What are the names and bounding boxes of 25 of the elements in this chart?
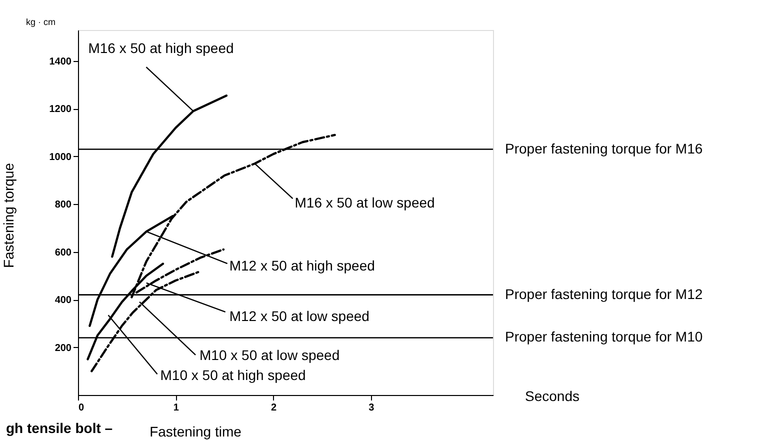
x-tick-label: 3	[368, 402, 375, 414]
ref-line-label: Proper fastening torque for M12	[505, 286, 703, 302]
y-tick-label: 600	[54, 247, 72, 258]
annotation: M16 x 50 at low speed	[294, 194, 435, 211]
x-tick-label: 0	[78, 402, 84, 414]
annotation: M16 x 50 at high speed	[88, 40, 234, 56]
annotation: M12 x 50 at high speed	[229, 258, 375, 274]
text: kg · cm	[26, 17, 56, 27]
y-tick-label: 1000	[49, 152, 72, 163]
annotation: M12 x 50 at low speed	[229, 308, 370, 324]
y-tick-label: 400	[54, 295, 72, 306]
y-tick-label: 200	[54, 342, 72, 354]
y-tick-label: 1200	[49, 104, 72, 116]
ref-line-label: Proper fastening torque for M10	[505, 328, 703, 345]
annotation: M10 x 50 at low speed	[200, 346, 340, 363]
x-tick-label: 2	[271, 402, 278, 414]
annotation: M10 x 50 at high speed	[160, 367, 306, 384]
x-axis-title: Fastening time	[150, 424, 242, 440]
text: Seconds	[525, 388, 580, 404]
y-tick-label: 1400	[49, 56, 72, 68]
y-axis-title: Fastening torque	[0, 162, 16, 268]
ref-line-label: Proper fastening torque for M16	[505, 140, 703, 156]
text: gh tensile bolt –	[6, 420, 113, 436]
y-tick-label: 800	[54, 200, 72, 211]
x-tick-label: 1	[173, 402, 180, 414]
